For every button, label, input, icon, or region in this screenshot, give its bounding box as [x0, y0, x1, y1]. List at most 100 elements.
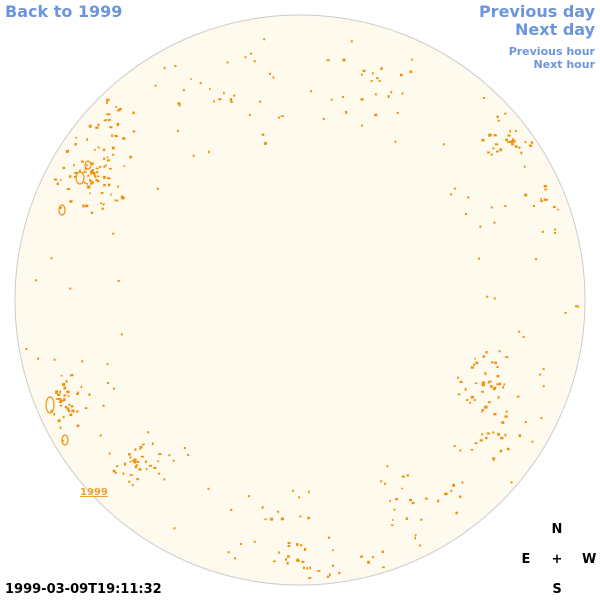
feature-mark — [134, 448, 137, 451]
feature-mark — [455, 511, 458, 515]
feature-mark — [129, 460, 132, 463]
feature-mark — [277, 510, 280, 513]
feature-mark — [102, 175, 106, 179]
feature-mark — [103, 119, 106, 122]
feature-mark — [67, 410, 71, 413]
feature-mark — [469, 401, 472, 404]
feature-mark — [69, 175, 72, 178]
feature-mark — [106, 113, 109, 116]
feature-mark — [112, 387, 115, 390]
feature-mark — [505, 410, 508, 413]
feature-mark — [207, 487, 210, 490]
feature-mark — [111, 146, 115, 150]
feature-mark — [91, 170, 94, 173]
feature-mark — [295, 543, 299, 546]
feature-mark — [64, 406, 68, 408]
previous-day-link[interactable]: Previous day — [478, 2, 595, 21]
feature-mark — [60, 179, 62, 182]
feature-mark — [531, 440, 534, 443]
feature-mark — [88, 393, 91, 397]
feature-mark — [528, 144, 533, 147]
feature-mark — [69, 200, 73, 203]
feature-mark — [372, 556, 375, 559]
feature-mark — [504, 433, 507, 437]
region-label-link[interactable]: 1999 — [80, 487, 108, 498]
feature-mark — [535, 258, 538, 261]
feature-mark — [90, 181, 95, 184]
feature-mark — [341, 95, 344, 98]
feature-mark — [61, 439, 64, 442]
feature-mark — [474, 382, 478, 384]
feature-mark — [67, 395, 70, 398]
feature-mark — [109, 167, 112, 170]
back-to-year-link[interactable]: Back to 1999 — [5, 2, 123, 21]
feature-mark — [322, 117, 325, 120]
feature-mark — [497, 396, 500, 399]
feature-mark — [395, 498, 399, 501]
feature-mark — [384, 482, 387, 485]
feature-mark — [376, 77, 379, 80]
feature-mark — [286, 555, 290, 558]
feature-mark — [540, 417, 543, 420]
feature-mark — [84, 181, 86, 184]
feature-mark — [420, 518, 423, 521]
feature-mark — [264, 518, 267, 521]
feature-mark — [514, 129, 517, 133]
feature-mark — [490, 206, 493, 209]
feature-mark — [533, 204, 536, 207]
feature-mark — [493, 297, 496, 300]
feature-mark — [544, 188, 548, 191]
feature-mark — [497, 119, 500, 122]
feature-mark — [424, 497, 428, 500]
feature-mark — [208, 87, 211, 90]
feature-mark — [332, 564, 335, 567]
feature-mark — [156, 187, 159, 190]
feature-mark — [117, 109, 121, 112]
feature-mark — [95, 179, 99, 182]
feature-mark — [145, 468, 148, 471]
next-day-link[interactable]: Next day — [515, 20, 595, 39]
feature-mark — [69, 287, 72, 290]
feature-mark — [539, 373, 542, 376]
feature-mark — [122, 137, 126, 140]
feature-mark — [163, 478, 166, 481]
feature-mark — [308, 577, 312, 579]
feature-mark — [102, 404, 105, 407]
feature-mark — [76, 410, 79, 413]
feature-mark — [178, 104, 181, 107]
feature-mark — [524, 193, 528, 197]
feature-mark — [411, 501, 415, 505]
feature-mark — [129, 474, 134, 476]
feature-mark — [90, 171, 92, 175]
feature-mark — [511, 142, 514, 146]
feature-mark — [504, 205, 507, 208]
feature-mark — [59, 206, 62, 209]
feature-mark — [286, 561, 289, 565]
feature-mark — [411, 58, 413, 61]
feature-mark — [484, 405, 488, 409]
feature-mark — [138, 468, 142, 471]
previous-hour-link[interactable]: Previous hour — [508, 45, 595, 58]
feature-mark — [498, 350, 501, 353]
feature-mark — [459, 449, 462, 452]
feature-mark — [374, 113, 378, 117]
feature-mark — [406, 474, 410, 477]
feature-mark — [492, 147, 495, 150]
feature-mark — [103, 157, 106, 160]
feature-mark — [496, 375, 500, 378]
next-hour-link[interactable]: Next hour — [533, 58, 596, 71]
feature-mark — [577, 305, 580, 308]
feature-mark — [306, 566, 309, 570]
feature-mark — [269, 72, 272, 75]
feature-mark — [485, 436, 488, 440]
feature-mark — [360, 555, 363, 558]
feature-mark — [450, 193, 453, 196]
feature-loop — [45, 396, 55, 414]
feature-mark — [50, 257, 53, 260]
feature-mark — [112, 232, 115, 235]
feature-mark — [394, 140, 397, 143]
feature-mark — [56, 183, 59, 186]
feature-mark — [121, 196, 125, 200]
feature-mark — [308, 490, 310, 494]
feature-mark — [503, 383, 506, 386]
